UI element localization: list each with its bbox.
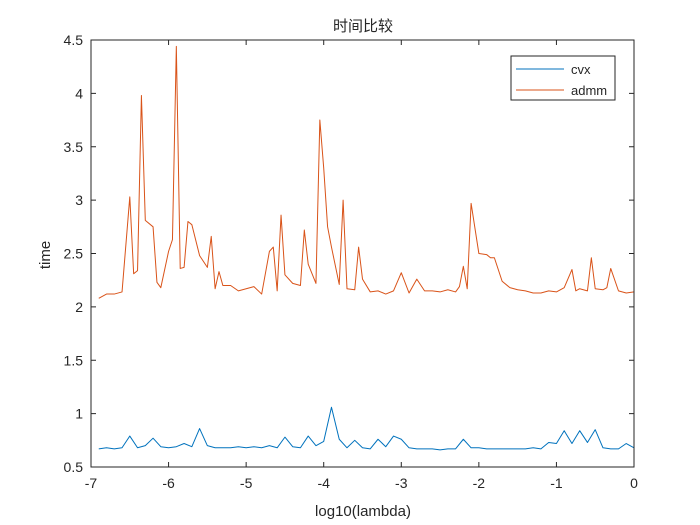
x-tick-label: -4 — [317, 475, 330, 491]
x-axis-label: log10(lambda) — [315, 503, 411, 520]
y-tick-label: 3 — [75, 192, 83, 208]
legend-box — [510, 55, 616, 101]
chart-title: 时间比较 — [333, 17, 393, 35]
legend: cvx admm — [510, 55, 616, 101]
plot-area — [91, 40, 634, 467]
series-line-admm — [98, 45, 635, 299]
y-tick-label: 4.5 — [64, 32, 84, 48]
y-tick-label: 1 — [75, 406, 83, 422]
y-tick-label: 2.5 — [64, 246, 84, 262]
y-tick-label: 1.5 — [64, 352, 84, 368]
y-tick-label: 2 — [75, 299, 83, 315]
y-tick-label: 0.5 — [64, 459, 84, 475]
series-layer — [98, 45, 635, 451]
x-tick-label: -6 — [162, 475, 175, 491]
y-tick-label: 3.5 — [64, 139, 84, 155]
axes-layer: -7 -6 -5 -4 -3 -2 -1 0 0.5 1 1.5 2 2.5 3 3.5 4 4.5 — [64, 32, 639, 491]
x-tick-label: -3 — [395, 475, 408, 491]
x-tick-label: -1 — [550, 475, 563, 491]
x-tick-label: -2 — [473, 475, 486, 491]
x-tick-label: 0 — [630, 475, 638, 491]
legend-label-cvx: cvx — [571, 62, 591, 77]
y-axis-label: time — [37, 241, 54, 269]
series-line-cvx — [98, 406, 635, 451]
y-tick-label: 4 — [75, 85, 83, 101]
x-tick-label: -7 — [85, 475, 98, 491]
x-tick-label: -5 — [240, 475, 253, 491]
legend-label-admm: admm — [571, 83, 607, 98]
